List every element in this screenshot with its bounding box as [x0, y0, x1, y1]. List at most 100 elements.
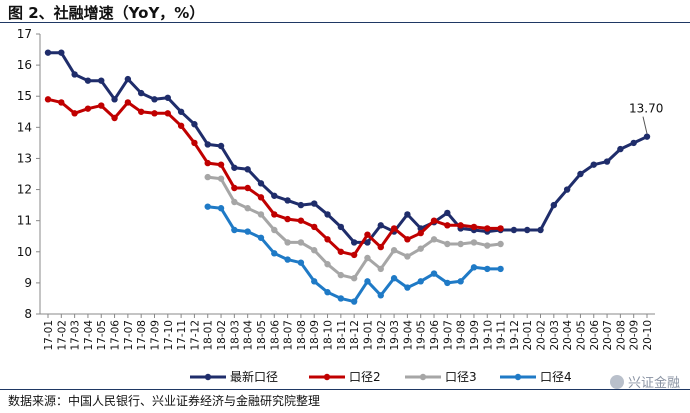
- x-tick-label: 20-07: [602, 320, 614, 351]
- data-point: [271, 226, 278, 234]
- x-tick-label: 19-05: [416, 320, 428, 351]
- x-tick-label: 17-01: [43, 320, 55, 351]
- data-point: [217, 142, 225, 150]
- data-point: [497, 225, 504, 232]
- data-point: [390, 247, 398, 254]
- data-point: [377, 265, 384, 273]
- data-point: [284, 256, 291, 263]
- x-tick-label: 18-10: [323, 320, 335, 351]
- y-tick-label: 15: [17, 89, 32, 103]
- data-point: [244, 205, 251, 212]
- data-point: [497, 240, 504, 248]
- chart-series: [44, 49, 651, 305]
- data-point: [444, 222, 451, 229]
- source-divider: [0, 389, 690, 390]
- data-point: [71, 71, 78, 78]
- data-point: [417, 278, 424, 285]
- data-point: [457, 222, 464, 229]
- brand-logo-icon: [609, 375, 624, 389]
- data-point: [364, 254, 371, 262]
- legend-item: 口径3: [405, 370, 477, 384]
- x-tick-label: 20-09: [629, 320, 641, 351]
- data-point: [444, 279, 451, 287]
- data-point: [137, 89, 145, 97]
- data-point: [324, 261, 331, 268]
- data-point: [404, 236, 411, 243]
- data-point: [84, 105, 92, 112]
- data-point: [350, 239, 358, 246]
- data-source-note: 数据来源：中国人民银行、兴业证券经济与金融研究院整理: [8, 394, 321, 408]
- data-point: [98, 77, 105, 84]
- legend-item: 口径2: [309, 370, 381, 384]
- data-point: [350, 251, 358, 259]
- data-label: 13.70: [629, 102, 663, 116]
- data-point: [84, 77, 92, 84]
- data-point: [457, 240, 464, 248]
- data-point: [58, 49, 65, 56]
- series-4: [204, 203, 504, 305]
- data-point: [617, 145, 624, 153]
- legend-label: 最新口径: [230, 369, 278, 384]
- data-point: [137, 108, 145, 115]
- x-tick-label: 20-05: [575, 320, 587, 351]
- chart-legend: 最新口径 口径2 口径3 口径4: [190, 369, 572, 384]
- x-tick-label: 17-02: [56, 320, 68, 351]
- x-tick-label: 19-04: [402, 320, 414, 351]
- legend-label: 口径4: [540, 370, 572, 384]
- series-line: [48, 51, 648, 244]
- data-point: [337, 295, 345, 302]
- x-tick-label: 19-03: [389, 320, 401, 351]
- data-point: [470, 264, 478, 271]
- chart-annotations: 13.70: [629, 102, 663, 134]
- data-point: [164, 94, 171, 101]
- x-tick-label: 19-09: [469, 320, 481, 351]
- data-point: [404, 211, 411, 218]
- data-point: [44, 49, 52, 56]
- data-point: [484, 265, 491, 273]
- x-tick-label: 18-02: [216, 320, 228, 351]
- x-tick-label: 17-11: [176, 320, 188, 351]
- y-tick-label: 16: [17, 58, 32, 72]
- series-3: [204, 173, 504, 282]
- data-point: [257, 211, 265, 218]
- data-point: [231, 226, 238, 234]
- x-tick-label: 18-11: [336, 320, 348, 351]
- x-tick-label: 19-11: [496, 320, 508, 351]
- data-point: [44, 96, 52, 103]
- data-point: [430, 217, 438, 224]
- data-point: [470, 239, 478, 246]
- data-point: [377, 222, 384, 229]
- x-tick-label: 18-06: [269, 320, 281, 351]
- data-point: [364, 278, 371, 285]
- data-point: [231, 164, 238, 171]
- x-tick-label: 19-10: [482, 320, 494, 351]
- x-tick-label: 18-03: [229, 320, 241, 351]
- data-point: [550, 201, 558, 209]
- data-point: [484, 225, 491, 232]
- data-point: [151, 110, 158, 117]
- y-tick-label: 12: [17, 183, 32, 197]
- data-point: [350, 298, 358, 305]
- data-point: [311, 247, 318, 254]
- x-tick-label: 19-08: [456, 320, 468, 351]
- x-tick-label: 17-05: [96, 320, 108, 351]
- x-tick-label: 19-12: [509, 320, 521, 351]
- x-tick-label: 17-10: [163, 320, 175, 351]
- data-point: [177, 122, 185, 129]
- data-point: [244, 228, 251, 235]
- data-point: [577, 170, 584, 178]
- data-point: [603, 158, 611, 165]
- data-point: [58, 99, 65, 106]
- data-point: [271, 250, 278, 257]
- legend-marker: [323, 373, 331, 381]
- data-point: [124, 75, 132, 83]
- data-point: [217, 161, 225, 168]
- data-point: [377, 243, 384, 251]
- data-point: [390, 275, 398, 282]
- x-tick-label: 20-10: [642, 320, 654, 351]
- data-point: [417, 229, 424, 237]
- x-tick-label: 20-02: [536, 320, 548, 351]
- legend-marker: [514, 373, 522, 381]
- data-point: [297, 217, 305, 224]
